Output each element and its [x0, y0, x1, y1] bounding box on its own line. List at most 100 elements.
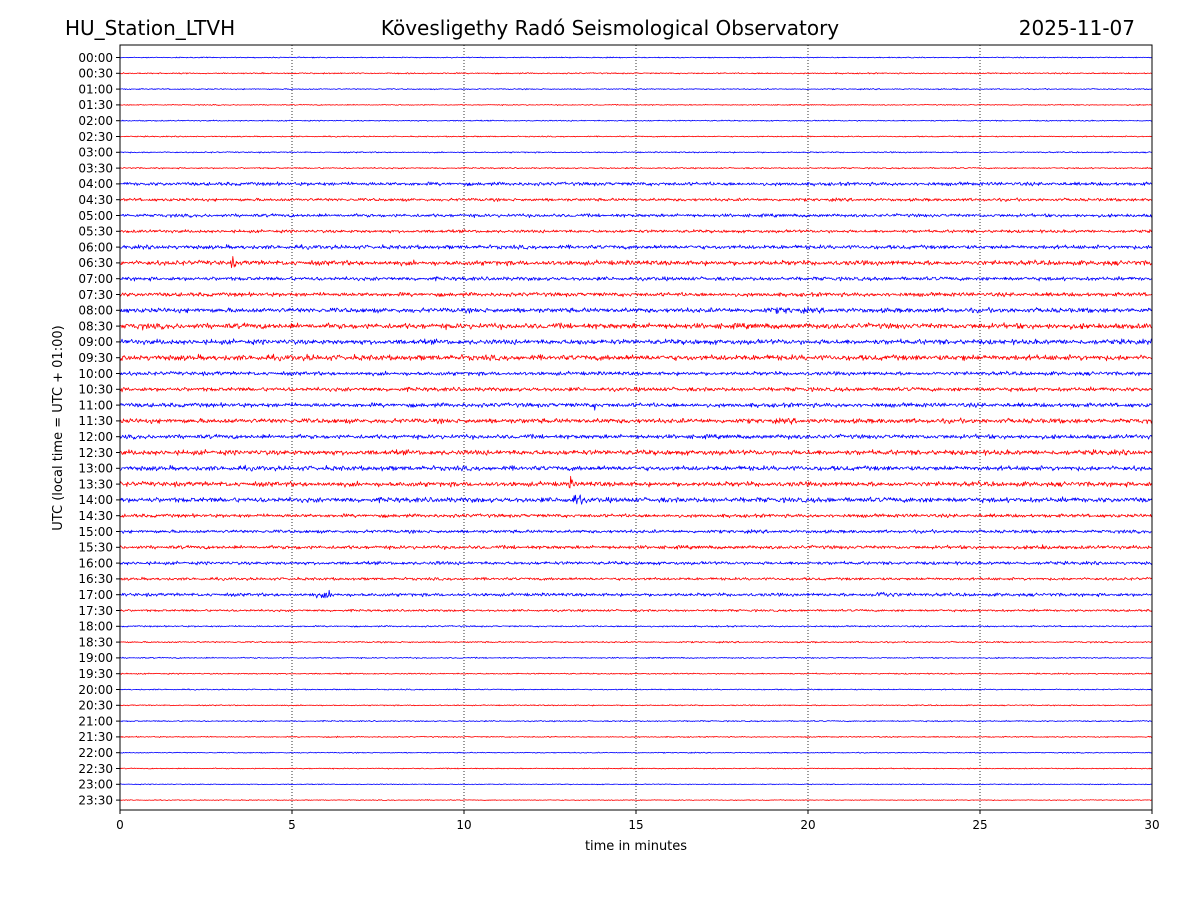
y-tick-label-0230: 02:30: [78, 130, 113, 144]
y-tick-label-1430: 14:30: [78, 509, 113, 523]
y-tick-label-0800: 08:00: [78, 304, 113, 318]
trace-0400: [119, 181, 1153, 187]
chart-date: 2025-11-07: [1019, 16, 1135, 40]
y-tick-label-2030: 20:30: [78, 699, 113, 713]
trace-0000: [119, 56, 1153, 59]
y-tick-label-0030: 00:30: [78, 67, 113, 81]
trace-1100: [119, 402, 1153, 411]
trace-2030: [119, 704, 1153, 707]
trace-0830: [119, 322, 1153, 331]
y-tick-label-0830: 08:30: [78, 319, 113, 333]
trace-0900: [119, 338, 1153, 346]
y-tick-label-1100: 11:00: [78, 398, 113, 412]
y-tick-label-0430: 04:30: [78, 193, 113, 207]
y-tick-label-0700: 07:00: [78, 272, 113, 286]
y-tick-label-0500: 05:00: [78, 209, 113, 223]
trace-1000: [119, 370, 1153, 377]
y-tick-label-0330: 03:30: [78, 161, 113, 175]
trace-1130: [119, 417, 1153, 425]
y-tick-label-1900: 19:00: [78, 651, 113, 665]
trace-0230: [119, 135, 1153, 138]
y-tick-label-2000: 20:00: [78, 683, 113, 697]
trace-1830: [119, 640, 1153, 644]
trace-2230: [119, 767, 1153, 770]
y-tick-label-1000: 10:00: [78, 367, 113, 381]
y-tick-label-1500: 15:00: [78, 525, 113, 539]
trace-2200: [119, 751, 1153, 754]
x-tick-label-15: 15: [628, 818, 643, 832]
y-tick-label-0100: 01:00: [78, 82, 113, 96]
y-tick-label-2200: 22:00: [78, 746, 113, 760]
trace-1030: [119, 386, 1153, 393]
trace-0930: [119, 353, 1153, 362]
y-tick-label-2100: 21:00: [78, 714, 113, 728]
y-tick-label-0930: 09:30: [78, 351, 113, 365]
y-tick-label-2300: 23:00: [78, 778, 113, 792]
seismic-traces: [119, 56, 1153, 802]
trace-1330: [119, 475, 1153, 489]
y-tick-label-0400: 04:00: [78, 177, 113, 191]
y-tick-label-1700: 17:00: [78, 588, 113, 602]
y-tick-label-0530: 05:30: [78, 225, 113, 239]
trace-0630: [119, 256, 1153, 269]
plot-frame: [119, 44, 1153, 811]
chart-title: Kövesligethy Radó Seismological Observat…: [381, 16, 839, 40]
y-tick-label-1930: 19:30: [78, 667, 113, 681]
y-tick-label-0730: 07:30: [78, 288, 113, 302]
trace-0430: [119, 197, 1153, 202]
trace-0330: [119, 166, 1153, 170]
trace-2000: [119, 688, 1153, 691]
y-tick-label-2330: 23:30: [78, 793, 113, 807]
y-tick-label-1300: 13:00: [78, 462, 113, 476]
trace-1200: [119, 433, 1153, 440]
y-tick-label-1730: 17:30: [78, 604, 113, 618]
y-axis-label: UTC (local time = UTC + 01:00): [51, 325, 66, 530]
y-tick-label-0000: 00:00: [78, 51, 113, 65]
trace-1800: [119, 624, 1153, 628]
trace-2300: [119, 783, 1153, 786]
trace-2330: [119, 799, 1153, 802]
trace-0530: [119, 229, 1153, 234]
trace-1930: [119, 672, 1153, 675]
y-tick-label-2130: 21:30: [78, 730, 113, 744]
trace-0700: [119, 275, 1153, 282]
trace-0100: [119, 87, 1153, 91]
x-tick-label-30: 30: [1144, 818, 1159, 832]
trace-1430: [119, 513, 1153, 519]
x-tick-label-5: 5: [288, 818, 296, 832]
x-tick-label-25: 25: [972, 818, 987, 832]
y-tick-label-1830: 18:30: [78, 635, 113, 649]
trace-1700: [119, 589, 1153, 599]
trace-0500: [119, 213, 1153, 219]
trace-1530: [119, 544, 1153, 551]
y-tick-label-0130: 01:30: [78, 98, 113, 112]
trace-1900: [119, 656, 1153, 660]
y-tick-label-1330: 13:30: [78, 477, 113, 491]
y-tick-label-1130: 11:30: [78, 414, 113, 428]
y-tick-label-0630: 06:30: [78, 256, 113, 270]
trace-0600: [119, 244, 1153, 250]
vertical-grid: [291, 45, 981, 810]
trace-1730: [119, 608, 1153, 613]
trace-2130: [119, 735, 1153, 739]
y-tick-label-1630: 16:30: [78, 572, 113, 586]
trace-1300: [119, 464, 1153, 472]
y-tick-label-1530: 15:30: [78, 541, 113, 555]
station-name: HU_Station_LTVH: [65, 16, 235, 40]
y-tick-label-0600: 06:00: [78, 240, 113, 254]
trace-1230: [119, 449, 1153, 456]
y-tick-label-1030: 10:30: [78, 383, 113, 397]
trace-1400: [119, 494, 1153, 505]
trace-1600: [119, 560, 1153, 566]
trace-0130: [119, 103, 1153, 106]
trace-0030: [119, 72, 1153, 75]
y-tick-label-0900: 09:00: [78, 335, 113, 349]
x-axis-label: time in minutes: [585, 839, 687, 854]
trace-0300: [119, 151, 1153, 154]
x-tick-label-0: 0: [116, 818, 124, 832]
trace-0200: [119, 119, 1153, 122]
y-tick-label-1200: 12:00: [78, 430, 113, 444]
trace-1500: [119, 529, 1153, 534]
